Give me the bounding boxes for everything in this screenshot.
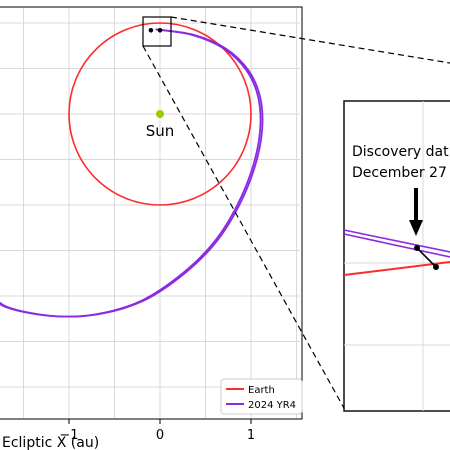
main-curves <box>0 22 264 318</box>
position-marker <box>148 27 154 33</box>
inset-annotation-line1: Discovery dat <box>352 144 449 160</box>
earth-orbit <box>68 22 252 206</box>
x-tick-label-1: 1 <box>247 428 255 443</box>
zoom-box <box>142 16 172 47</box>
legend-yr4-label: 2024 YR4 <box>248 400 296 411</box>
yr4-orbit-second-pass <box>0 28 264 318</box>
inset-yr4-curve-a <box>343 229 450 253</box>
legend: Earth 2024 YR4 <box>220 378 303 415</box>
sun-label: Sun <box>146 122 175 140</box>
inset-arrow-head <box>409 220 423 236</box>
x-tick-label-0: 0 <box>156 428 164 443</box>
inset-yr4-curve-b <box>343 233 450 258</box>
x-axis-ticks <box>68 419 252 424</box>
legend-box <box>220 378 303 415</box>
inset-frame <box>343 100 450 412</box>
sun-marker <box>156 110 164 118</box>
inset-earth-point <box>433 264 439 270</box>
inset-asteroid-point <box>414 245 420 251</box>
x-axis-title: Ecliptic X (au) <box>2 435 99 450</box>
x-tick-label-m1: −1 <box>59 428 78 443</box>
position-marker <box>157 27 163 33</box>
inset-connect-line <box>416 247 437 268</box>
zoom-connector-top <box>170 16 450 64</box>
legend-earth-label: Earth <box>248 385 275 396</box>
inset-earth-curve <box>343 261 450 276</box>
inset-annotation-line2: December 27 <box>352 165 447 181</box>
